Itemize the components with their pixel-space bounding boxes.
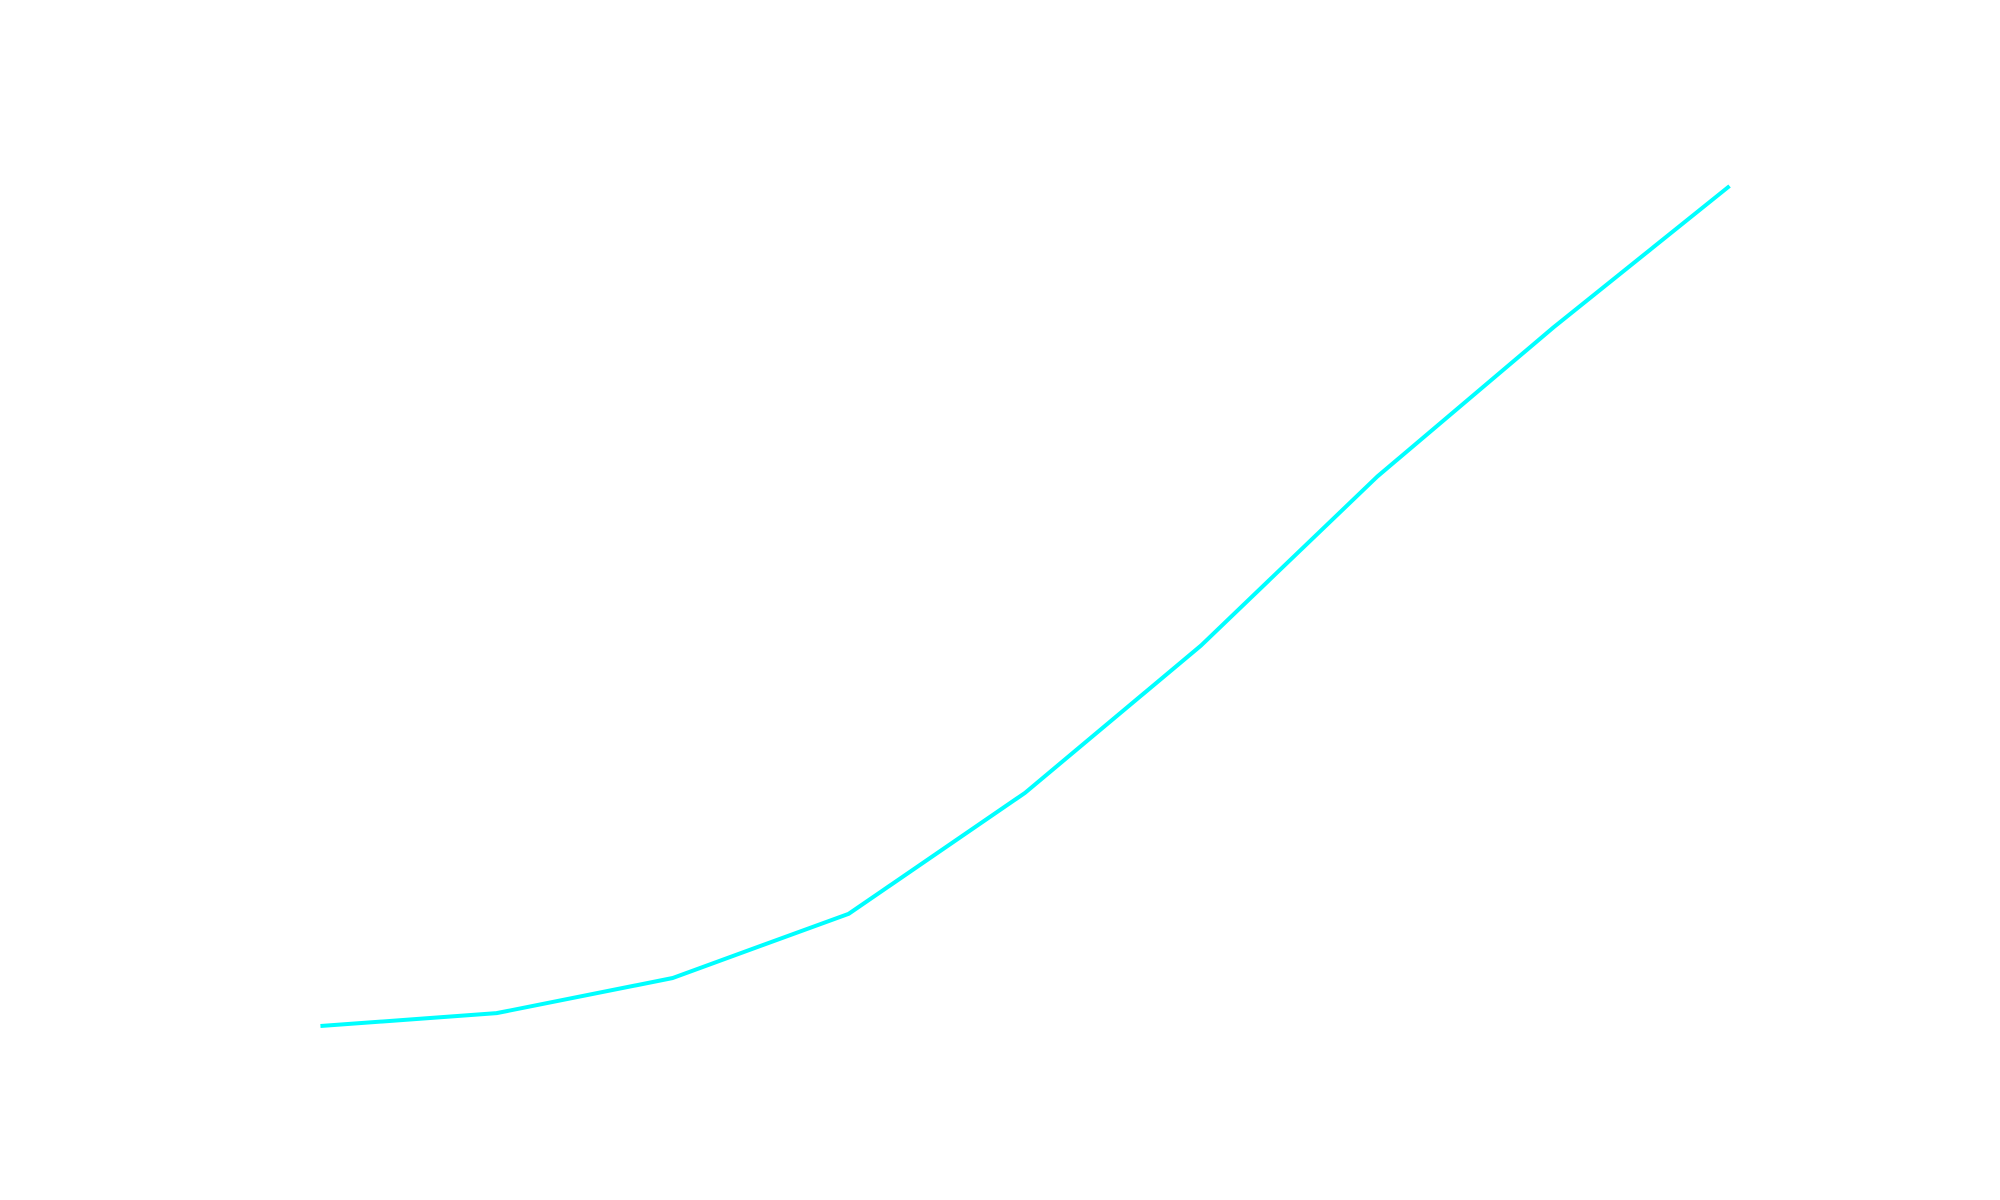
data-line: [320, 184, 1731, 1028]
